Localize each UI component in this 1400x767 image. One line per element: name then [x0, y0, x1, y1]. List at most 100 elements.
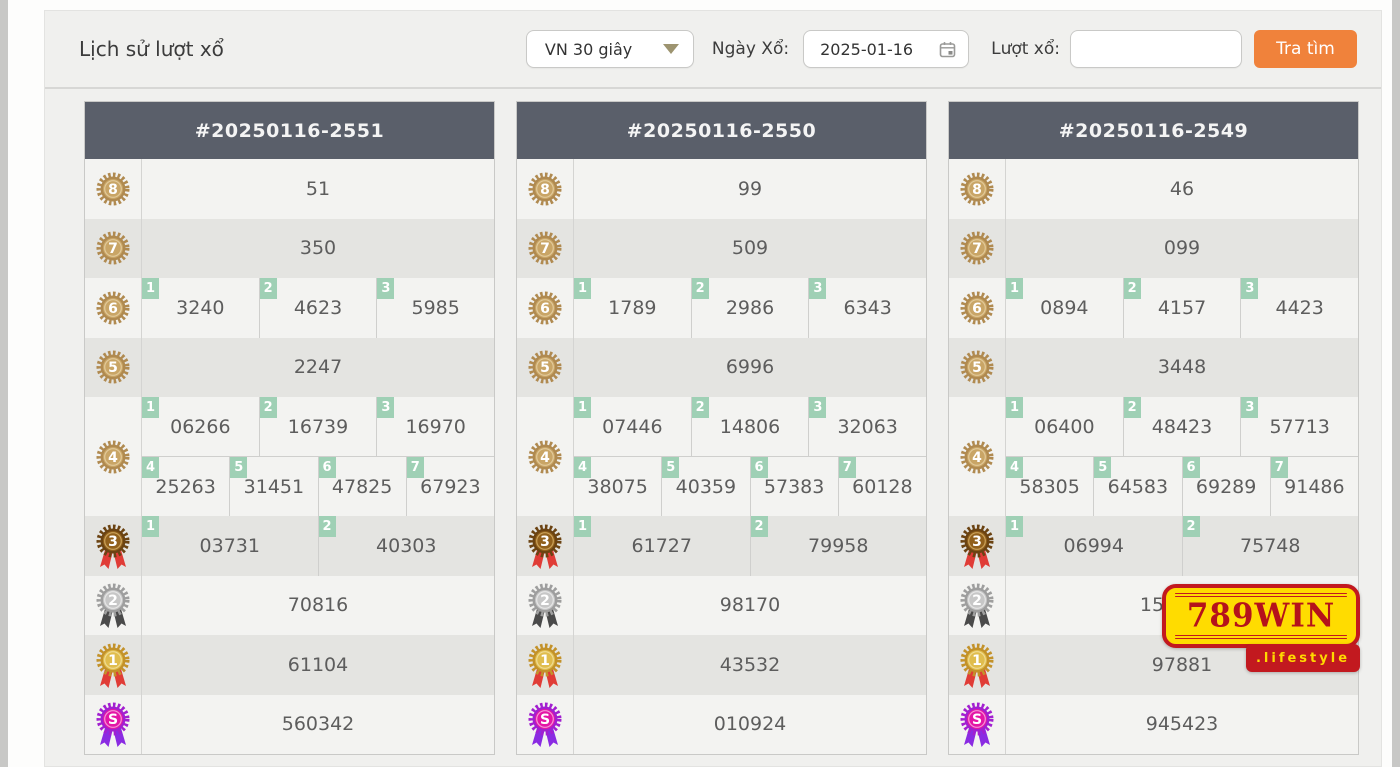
rank-cell: 6: [949, 278, 1006, 338]
prize-value: 57713: [1269, 415, 1330, 438]
rank-5-medal-icon: 5: [524, 347, 566, 387]
prize-value: 40359: [675, 475, 737, 498]
prize-row-2: 2 70816: [85, 575, 494, 636]
prize-value: 58305: [1019, 475, 1080, 498]
prize-row-s: S 010924: [517, 694, 926, 754]
prize-cell: 1 06266: [142, 397, 259, 456]
rank-cell: 2: [517, 575, 574, 635]
prize-cell: 3 6343: [808, 278, 926, 338]
rank-cell: 7: [517, 218, 574, 278]
prize-cell: 3 5985: [376, 278, 494, 338]
logo-brand-text: 789WIN: [1186, 597, 1336, 635]
rank-6-medal-icon: 6: [524, 288, 566, 328]
prize-value: 15: [1139, 594, 1165, 617]
prize-cell: 945423: [1006, 695, 1358, 755]
prize-value: 16970: [405, 415, 466, 438]
rank-cell: 4: [949, 397, 1006, 516]
main-panel: Lịch sử lượt xổ VN 30 giây Ngày Xổ:: [44, 10, 1382, 767]
prize-value: 70816: [287, 594, 349, 617]
svg-text:4: 4: [972, 450, 982, 466]
prize-subrow: 4 25263 5 31451 6 47825 7 67923: [142, 457, 494, 516]
prize-value: 14806: [719, 415, 781, 438]
prize-value: 16739: [287, 415, 349, 438]
prize-value: 3448: [1157, 356, 1207, 379]
prize-row-3: 3 1 03731 2 40303: [85, 516, 494, 576]
date-label: Ngày Xổ:: [711, 39, 790, 59]
prize-value: 99: [737, 177, 763, 200]
rank-cell: 3: [517, 516, 574, 576]
prize-cell: 2 16739: [258, 397, 377, 456]
position-badge: 1: [574, 278, 591, 299]
prize-cell: 99: [574, 159, 926, 219]
rank-4-medal-icon: 4: [92, 437, 134, 477]
position-badge: 1: [142, 397, 159, 418]
rank-cell: 2: [85, 575, 142, 635]
results-card-list: #20250116-2551 8 51 7 350 6 1 3240 2 4623 3 5985…: [84, 101, 1359, 755]
search-button[interactable]: Tra tìm: [1254, 30, 1357, 68]
prize-value: 79958: [808, 534, 869, 557]
rank-cell: 2: [949, 575, 1006, 635]
draw-number-input[interactable]: [1071, 39, 1241, 59]
rank-2-medal-icon: 2: [524, 581, 566, 629]
prize-cell: 099: [1006, 219, 1358, 279]
page-sheet: Lịch sử lượt xổ VN 30 giây Ngày Xổ:: [8, 0, 1392, 767]
draw-id: #20250116-2551: [85, 102, 494, 159]
draw-date-input[interactable]: [808, 39, 940, 59]
prize-cell: 70816: [142, 576, 494, 636]
position-badge: 2: [1123, 278, 1141, 299]
draw-number-label: Lượt xổ:: [991, 39, 1060, 59]
prize-cell: 1 1789: [574, 278, 691, 338]
prize-cell: 1 61727: [574, 516, 750, 576]
lottery-type-select[interactable]: VN 30 giây: [525, 30, 694, 68]
page-title: Lịch sử lượt xổ: [79, 37, 224, 61]
svg-text:1: 1: [540, 653, 550, 669]
prize-value: 64583: [1107, 475, 1169, 498]
prize-cell: 2 2986: [690, 278, 809, 338]
prize-cell: 1 03731: [142, 516, 318, 576]
logo-lifestyle-tag: .lifestyle: [1246, 644, 1360, 672]
prize-row-5: 5 3448: [949, 337, 1358, 397]
rank-cell: S: [85, 694, 142, 754]
position-badge: 7: [838, 457, 856, 478]
rank-cell: 8: [949, 159, 1006, 219]
rank-2-medal-icon: 2: [92, 581, 134, 629]
prize-row-s: S 560342: [85, 694, 494, 755]
rank-7-medal-icon: 7: [524, 228, 566, 268]
calendar-icon[interactable]: [939, 41, 956, 58]
prize-value: 2247: [293, 356, 343, 379]
prize-cell: 560342: [142, 695, 494, 755]
rank-8-medal-icon: 8: [956, 169, 998, 209]
svg-text:6: 6: [108, 301, 118, 317]
prize-value: 6343: [843, 296, 892, 319]
rank-5-medal-icon: 5: [956, 347, 998, 387]
rank-4-medal-icon: 4: [524, 437, 566, 477]
position-badge: 4: [142, 457, 159, 478]
prize-value: 06400: [1034, 415, 1095, 438]
position-badge: 3: [377, 397, 395, 418]
prize-row-6: 6 1 3240 2 4623 3 5985: [85, 278, 494, 338]
svg-text:1: 1: [972, 653, 982, 669]
rank-5-medal-icon: 5: [92, 347, 134, 387]
prize-value: 48423: [1151, 415, 1213, 438]
prize-value: 61727: [631, 534, 692, 557]
prize-cell: 3 4423: [1240, 278, 1358, 338]
svg-text:5: 5: [540, 360, 550, 376]
position-badge: 2: [691, 278, 709, 299]
prize-row-6: 6 1 0894 2 4157 3 4423: [949, 278, 1358, 338]
prize-value: 509: [731, 237, 769, 260]
prize-cell: 5 64583: [1093, 457, 1181, 516]
position-badge: 4: [1006, 457, 1023, 478]
rank-s-medal-icon: S: [92, 700, 134, 748]
prize-cell: 2 4157: [1122, 278, 1241, 338]
789win-logo-badge: 789WIN: [1162, 584, 1360, 648]
result-card: #20250116-2551 8 51 7 350 6 1 3240 2 4623 3 5985…: [84, 101, 495, 755]
draw-date-field[interactable]: [803, 30, 970, 68]
prize-cell: 98170: [574, 576, 926, 636]
prize-cell: 2 40303: [317, 516, 495, 576]
prize-value: 4623: [293, 296, 343, 319]
draw-number-field[interactable]: [1070, 30, 1242, 68]
prize-value: 099: [1163, 237, 1201, 260]
rank-cell: 4: [517, 397, 574, 516]
position-badge: 1: [1006, 516, 1023, 537]
rank-cell: S: [517, 694, 574, 754]
